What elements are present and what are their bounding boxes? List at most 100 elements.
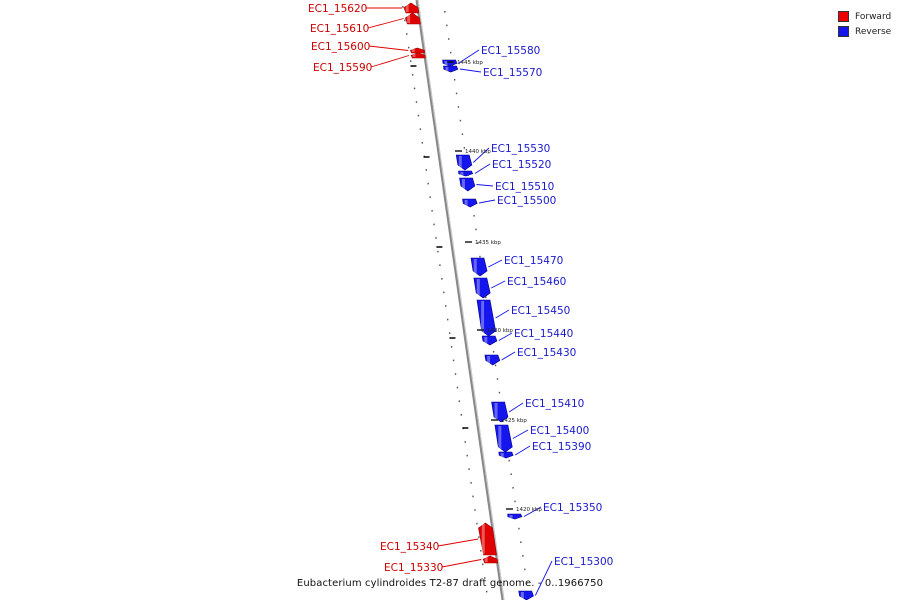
gene-label[interactable]: EC1_15500 [497, 195, 556, 207]
gene-shape[interactable] [491, 401, 509, 423]
gene-ec1_15430[interactable]: EC1_15430 [484, 347, 576, 366]
gene-shape[interactable] [459, 177, 476, 192]
gene-shape[interactable] [462, 198, 478, 208]
gene-leader-line [367, 18, 404, 29]
position-ruler: 1445 kbp 1440 kbp 1435 kbp 1430 kbp 1425 kbp… [447, 60, 542, 513]
gene-ec1_15520[interactable]: EC1_15520 [458, 159, 552, 177]
gene-shape[interactable] [518, 590, 534, 600]
gene-label[interactable]: EC1_15330 [384, 562, 443, 574]
gene-leader-line [498, 332, 513, 341]
gene-ec1_15600[interactable]: EC1_15600 [311, 41, 425, 54]
gene-leader-line [514, 445, 531, 456]
gene-label[interactable]: EC1_15460 [507, 276, 566, 288]
gene-ec1_15620[interactable]: EC1_15620 [308, 2, 420, 15]
gene-leader-line [512, 429, 529, 439]
gene-label[interactable]: EC1_15470 [504, 255, 563, 267]
gene-leader-line [441, 559, 482, 568]
gene-leader-line [474, 163, 491, 174]
gene-ec1_15440[interactable]: EC1_15440 [481, 328, 573, 346]
gene-label[interactable]: EC1_15610 [310, 23, 369, 35]
gene-label[interactable]: EC1_15430 [517, 347, 576, 359]
ruler-label: 1420 kbp [516, 507, 542, 513]
gene-ec1_15300[interactable]: EC1_15300 [518, 556, 614, 600]
gene-shape[interactable] [507, 513, 523, 520]
legend-label: Forward [855, 11, 892, 22]
gene-leader-line [488, 259, 503, 268]
gene-label[interactable]: EC1_15450 [511, 305, 570, 317]
gene-features: EC1_15620 EC1_15610 EC1_15600 EC1_15590 EC1_… [308, 2, 614, 600]
gene-leader-line [459, 68, 482, 73]
gene-ec1_15410[interactable]: EC1_15410 [491, 398, 585, 423]
gene-ec1_15350[interactable]: EC1_15350 [507, 502, 603, 520]
gene-ec1_15510[interactable]: EC1_15510 [459, 177, 555, 193]
gene-ec1_15500[interactable]: EC1_15500 [462, 195, 557, 208]
legend-item-reverse: Reverse [838, 24, 891, 39]
gene-leader-line [495, 309, 510, 319]
gene-ec1_15530[interactable]: EC1_15530 [455, 143, 550, 171]
gene-label[interactable]: EC1_15570 [483, 67, 542, 79]
gene-leader-line [458, 49, 480, 64]
forward-swatch-icon [838, 11, 849, 22]
gene-shape[interactable] [494, 424, 513, 453]
gene-shape[interactable] [458, 170, 474, 177]
gene-ec1_15470[interactable]: EC1_15470 [470, 255, 563, 277]
gene-shape[interactable] [484, 354, 501, 366]
gene-shape[interactable] [455, 154, 473, 171]
ruler-label: 1425 kbp [501, 418, 527, 424]
gene-leader-line [472, 147, 490, 163]
gene-label[interactable]: EC1_15410 [525, 398, 584, 410]
gene-ec1_15590[interactable]: EC1_15590 [313, 52, 426, 74]
gene-label[interactable]: EC1_15340 [380, 541, 439, 553]
gene-ec1_15570[interactable]: EC1_15570 [443, 65, 542, 79]
gene-shape[interactable] [470, 257, 488, 277]
gene-ec1_15390[interactable]: EC1_15390 [498, 441, 592, 459]
gene-ec1_15400[interactable]: EC1_15400 [494, 424, 589, 453]
gene-leader-line [491, 280, 506, 289]
gene-shape[interactable] [476, 299, 496, 337]
gene-shape[interactable] [482, 555, 499, 564]
gene-leader-line [476, 184, 494, 187]
gene-label[interactable]: EC1_15400 [530, 425, 589, 437]
gene-shape[interactable] [478, 522, 497, 556]
gene-leader-line [508, 402, 524, 413]
gene-shape[interactable] [410, 52, 426, 59]
gene-leader-line [479, 199, 496, 204]
gene-ec1_15610[interactable]: EC1_15610 [310, 12, 421, 35]
gene-label[interactable]: EC1_15440 [514, 328, 573, 340]
gene-label[interactable]: EC1_15620 [308, 3, 367, 15]
gene-shape[interactable] [498, 451, 514, 459]
genome-backbone [415, 0, 505, 600]
gene-label[interactable]: EC1_15530 [491, 143, 550, 155]
gene-shape[interactable] [405, 12, 421, 25]
legend-item-forward: Forward [838, 9, 891, 24]
gene-leader-line [437, 538, 479, 547]
gene-ec1_15450[interactable]: EC1_15450 [476, 299, 570, 337]
gene-leader-line [501, 351, 516, 361]
gene-shape[interactable] [481, 335, 498, 346]
gene-label[interactable]: EC1_15520 [492, 159, 551, 171]
gene-label[interactable]: EC1_15580 [481, 45, 540, 57]
gene-shape[interactable] [443, 65, 459, 73]
legend-label: Reverse [855, 26, 892, 37]
gene-label[interactable]: EC1_15350 [543, 502, 602, 514]
gene-label[interactable]: EC1_15510 [495, 181, 554, 193]
gene-label[interactable]: EC1_15300 [554, 556, 613, 568]
strand-legend: Forward Reverse [838, 9, 891, 39]
ruler-label: 1430 kbp [487, 328, 513, 334]
gene-label[interactable]: EC1_15600 [311, 41, 370, 53]
gene-leader-line [368, 45, 409, 51]
gene-ec1_15330[interactable]: EC1_15330 [384, 555, 499, 574]
gene-ec1_15340[interactable]: EC1_15340 [380, 522, 497, 556]
gene-shape[interactable] [473, 277, 491, 299]
gene-label[interactable]: EC1_15390 [532, 441, 591, 453]
gene-leader-line [370, 55, 410, 68]
gene-label[interactable]: EC1_15590 [313, 62, 372, 74]
gene-leader-line [534, 560, 553, 596]
gene-ec1_15460[interactable]: EC1_15460 [473, 276, 566, 299]
ruler-label: 1445 kbp [457, 60, 483, 66]
ruler-label: 1435 kbp [475, 240, 501, 246]
ruler-label: 1440 kbp [465, 149, 491, 155]
genome-title: Eubacterium cylindroides T2-87 draft gen… [296, 578, 604, 589]
